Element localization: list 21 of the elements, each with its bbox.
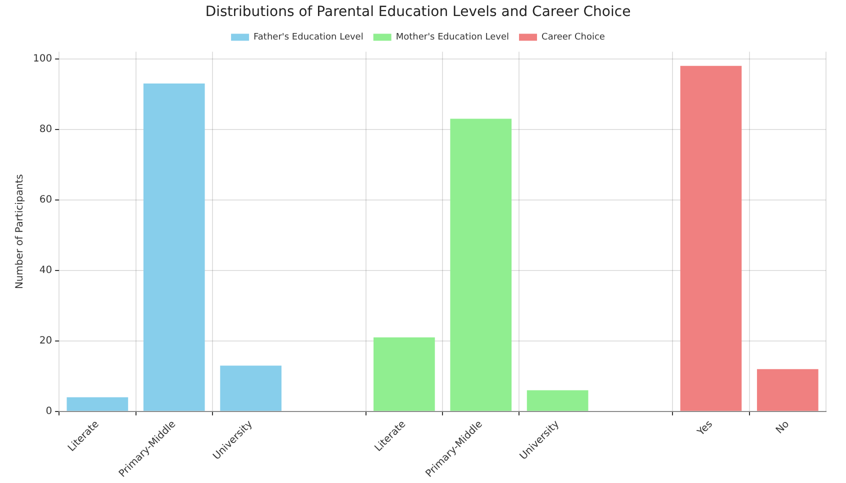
y-tick-label: 100 (32, 53, 52, 64)
y-tick-label: 40 (39, 264, 52, 276)
y-tick-label: 60 (39, 194, 52, 206)
y-axis-title: Number of Participants (14, 174, 26, 290)
bar (66, 397, 128, 411)
x-tick-label: Yes (695, 418, 715, 439)
bar (756, 369, 818, 411)
chart-title: Distributions of Parental Education Levels and Career Choice (205, 4, 631, 20)
bar (143, 84, 205, 411)
y-tick-label: 0 (46, 406, 52, 417)
bar (450, 118, 512, 411)
legend-label: Mother's Education Level (396, 32, 510, 43)
bar (220, 366, 282, 411)
legend-label: Father's Education Level (254, 32, 364, 43)
y-tick-label: 80 (39, 124, 52, 135)
bar (374, 337, 435, 411)
bar (680, 66, 742, 411)
x-tick-label: No (774, 418, 792, 436)
y-tick-label: 20 (39, 335, 52, 346)
bar (526, 390, 588, 411)
legend-label: Career Choice (542, 32, 606, 43)
